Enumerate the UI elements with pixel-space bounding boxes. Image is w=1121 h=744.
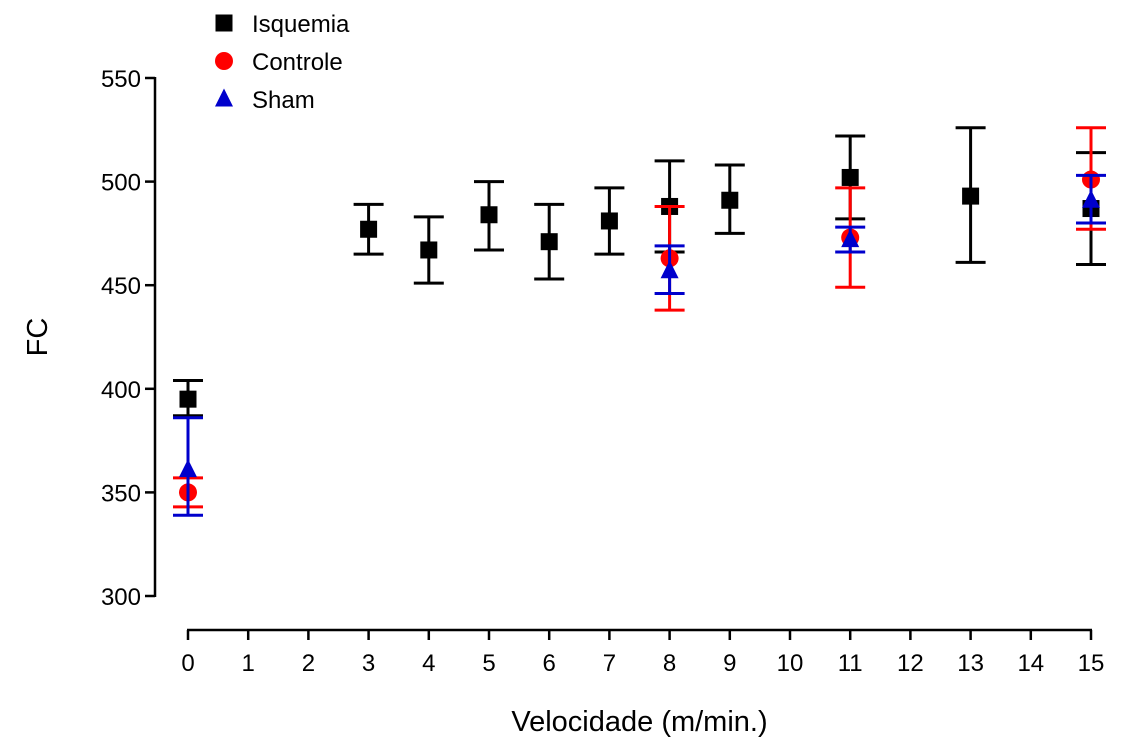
data-point-square [179, 390, 197, 408]
x-tick-label: 13 [957, 650, 984, 677]
legend-label: Controle [252, 49, 343, 76]
x-tick-label: 15 [1078, 650, 1105, 677]
series-layer [173, 126, 1106, 517]
x-tick-label: 11 [838, 650, 863, 677]
legend-item: Controle [215, 49, 343, 76]
legend-marker-circle [215, 52, 233, 70]
series-sham [173, 173, 1106, 517]
x-tick-label: 6 [543, 650, 556, 677]
x-tick-label: 3 [362, 650, 375, 677]
data-point-triangle [1082, 189, 1100, 208]
legend: Isquemia Controle Sham [215, 11, 350, 114]
x-tick-label: 14 [1017, 650, 1044, 677]
x-tick-label: 8 [663, 650, 676, 677]
x-tick-label: 5 [482, 650, 495, 677]
data-point-square [540, 233, 558, 251]
y-tick-label: 550 [101, 66, 141, 93]
series-isquemia [173, 126, 1106, 418]
series-controle [173, 126, 1106, 509]
data-point-triangle [841, 229, 860, 248]
data-point-square [480, 206, 498, 224]
data-point-triangle [660, 260, 679, 279]
x-tick-label: 2 [302, 650, 315, 677]
legend-item: Sham [215, 87, 315, 114]
y-tick-label: 400 [101, 377, 141, 404]
legend-marker-triangle [215, 88, 233, 107]
data-point-square [962, 187, 980, 205]
legend-label: Isquemia [252, 11, 350, 38]
data-point-square [721, 191, 739, 209]
legend-label: Sham [252, 87, 315, 114]
x-tick-label: 1 [242, 650, 255, 677]
y-axis-title: FC [22, 318, 54, 357]
x-tick-label: 4 [422, 650, 435, 677]
data-point-triangle [179, 459, 197, 478]
x-axis-title: Velocidade (m/min.) [511, 706, 767, 738]
y-tick-label: 300 [101, 584, 141, 611]
y-tick-label: 450 [101, 273, 141, 300]
x-tick-label: 12 [897, 650, 924, 677]
legend-marker-square [215, 14, 233, 32]
x-tick-label: 0 [181, 650, 194, 677]
x-tick-label: 10 [777, 650, 804, 677]
x-tick-label: 7 [603, 650, 616, 677]
y-tick-label: 350 [101, 480, 141, 507]
data-point-square [600, 212, 618, 230]
y-tick-label: 500 [101, 170, 141, 197]
data-point-square [360, 220, 378, 238]
data-point-square [841, 168, 859, 186]
x-tick-label: 9 [723, 650, 736, 677]
data-point-square [420, 241, 438, 259]
legend-item: Isquemia [215, 11, 350, 38]
